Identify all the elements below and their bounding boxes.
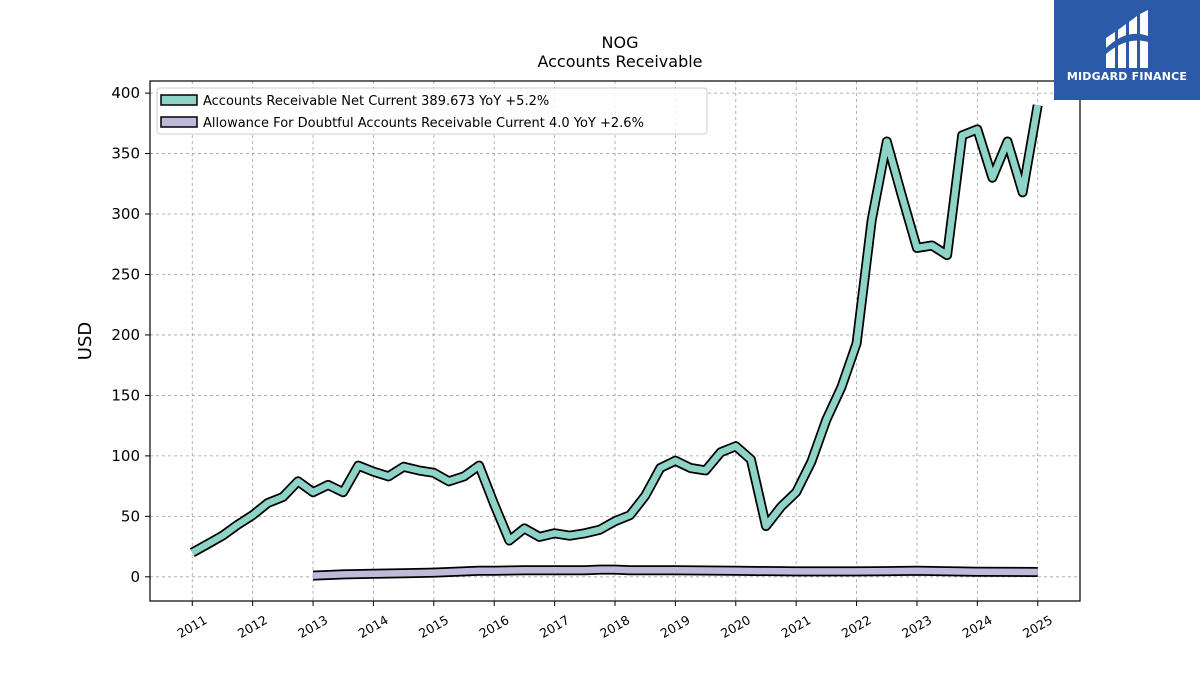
chart-subtitle: Accounts Receivable xyxy=(537,52,702,71)
series-line-1 xyxy=(190,104,1041,556)
x-tick-label: 2020 xyxy=(718,612,753,641)
x-tick-label: 2023 xyxy=(899,612,934,641)
x-tick-label: 2014 xyxy=(356,612,391,641)
x-tick-label: 2012 xyxy=(235,612,270,641)
legend-label-2: Allowance For Doubtful Accounts Receivab… xyxy=(203,116,644,131)
legend-swatch-1 xyxy=(160,94,198,106)
y-tick-label: 0 xyxy=(130,568,140,586)
x-tick-label: 2024 xyxy=(960,612,995,641)
x-tick-label: 2017 xyxy=(537,612,572,641)
y-tick-label: 350 xyxy=(111,145,140,163)
logo-text: MIDGARD FINANCE xyxy=(1066,70,1188,83)
x-tick-label: 2016 xyxy=(476,612,511,641)
y-tick-label: 150 xyxy=(111,386,140,404)
legend-label-1: Accounts Receivable Net Current 389.673 … xyxy=(203,94,549,109)
y-tick-label: 250 xyxy=(111,265,140,283)
y-tick-label: 100 xyxy=(111,447,140,465)
chart-title: NOG xyxy=(602,33,639,52)
x-tick-label: 2015 xyxy=(416,612,451,641)
brand-logo: MIDGARD FINANCE xyxy=(1054,0,1200,100)
legend-swatch-2 xyxy=(160,116,198,128)
legend-box xyxy=(156,87,708,135)
plot-frame xyxy=(149,80,1081,602)
y-tick-label: 400 xyxy=(111,84,140,102)
x-tick-label: 2025 xyxy=(1020,612,1055,641)
midgard-logo-icon xyxy=(1106,10,1148,68)
x-tick-label: 2021 xyxy=(778,612,813,641)
x-tick-label: 2013 xyxy=(295,612,330,641)
x-tick-label: 2018 xyxy=(597,612,632,641)
x-tick-label: 2019 xyxy=(658,612,693,641)
y-tick-label: 200 xyxy=(111,326,140,344)
y-tick-label: 50 xyxy=(121,507,140,525)
x-tick-label: 2022 xyxy=(839,612,874,641)
series-line-2 xyxy=(312,566,1038,579)
y-tick-label: 300 xyxy=(111,205,140,223)
x-tick-label: 2011 xyxy=(174,612,209,641)
y-axis-label: USD xyxy=(75,322,96,360)
